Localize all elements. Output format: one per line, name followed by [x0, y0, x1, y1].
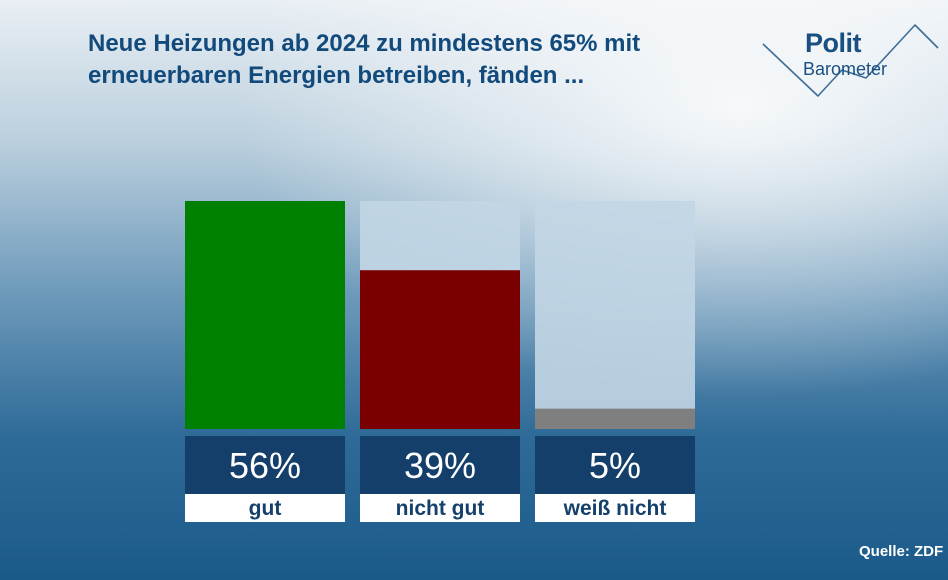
bar-1	[185, 201, 345, 429]
category-label: gut	[249, 497, 282, 520]
value-label: 56%	[229, 445, 301, 486]
source-label: Quelle: ZDF	[859, 543, 944, 560]
value-box	[185, 436, 345, 494]
value-box	[535, 436, 695, 494]
logo-text-polit: Polit	[805, 28, 862, 58]
value-label: 39%	[404, 445, 476, 486]
logo-text-barometer: Barometer	[803, 59, 888, 79]
value-box	[360, 436, 520, 494]
bar-3	[535, 408, 695, 429]
value-label: 5%	[589, 445, 641, 486]
category-box	[185, 494, 345, 522]
chart-title: Neue Heizungen ab 2024 zu mindestens 65%…	[88, 30, 641, 89]
politbarometer-logo-icon	[762, 24, 939, 97]
bar-2	[360, 270, 520, 429]
bar-track	[535, 201, 695, 429]
category-box	[360, 494, 520, 522]
category-box	[535, 494, 695, 522]
category-label: weiß nicht	[563, 497, 667, 520]
category-label: nicht gut	[396, 497, 485, 520]
